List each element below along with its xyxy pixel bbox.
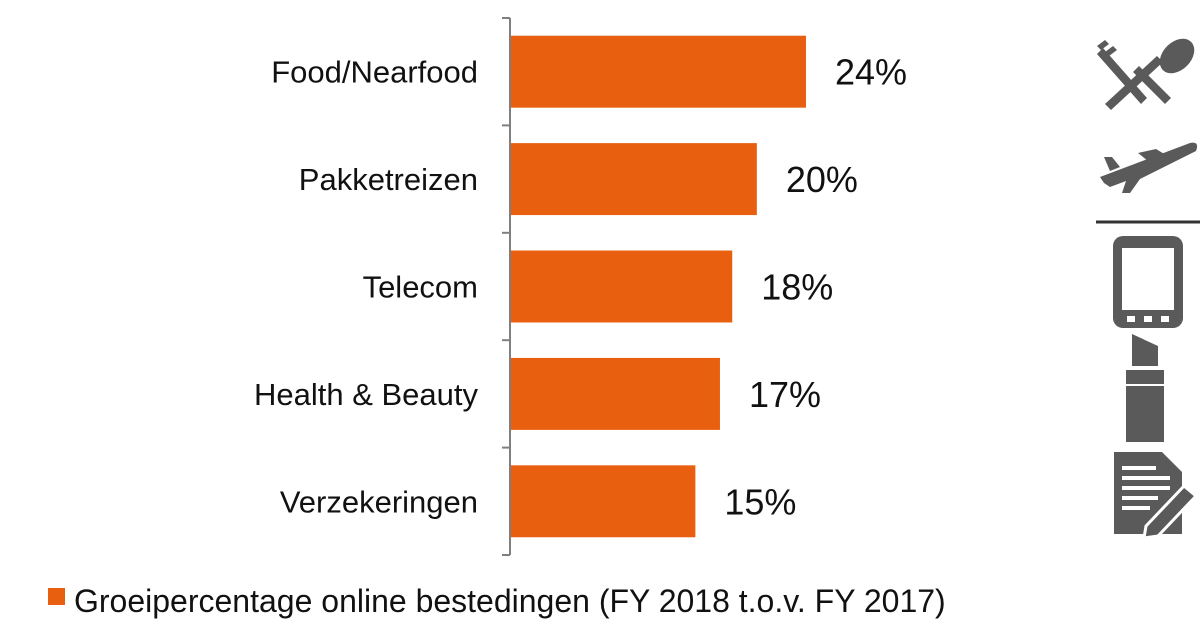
- lipstick-icon: [1126, 334, 1164, 442]
- bars-group: [511, 35, 806, 538]
- bar: [511, 357, 720, 430]
- legend-label: Groeipercentage online bestedingen (FY 2…: [74, 583, 946, 619]
- bar: [511, 250, 733, 323]
- category-label: Health & Beauty: [254, 377, 479, 412]
- value-label: 18%: [761, 267, 833, 308]
- cutlery-icon: [1097, 38, 1195, 110]
- bar: [511, 35, 806, 108]
- category-label: Verzekeringen: [280, 484, 478, 519]
- phone-icon: [1113, 236, 1183, 328]
- category-label: Pakketreizen: [299, 162, 478, 197]
- value-label: 20%: [786, 159, 858, 200]
- bar: [511, 143, 757, 216]
- category-axis: [502, 17, 511, 556]
- category-labels: Food/Nearfood Pakketreizen Telecom Health &…: [254, 55, 479, 520]
- category-label: Telecom: [363, 270, 478, 305]
- legend-swatch: [48, 588, 65, 605]
- value-label: 24%: [835, 52, 907, 93]
- legend: Groeipercentage online bestedingen (FY 2…: [48, 583, 946, 619]
- airplane-icon: [1100, 142, 1198, 193]
- category-label: Food/Nearfood: [271, 55, 478, 90]
- document-pen-icon: [1114, 452, 1199, 540]
- value-labels: 24% 20% 18% 17% 15%: [724, 52, 907, 523]
- value-label: 17%: [749, 374, 821, 415]
- bar: [511, 465, 696, 538]
- value-label: 15%: [724, 481, 796, 522]
